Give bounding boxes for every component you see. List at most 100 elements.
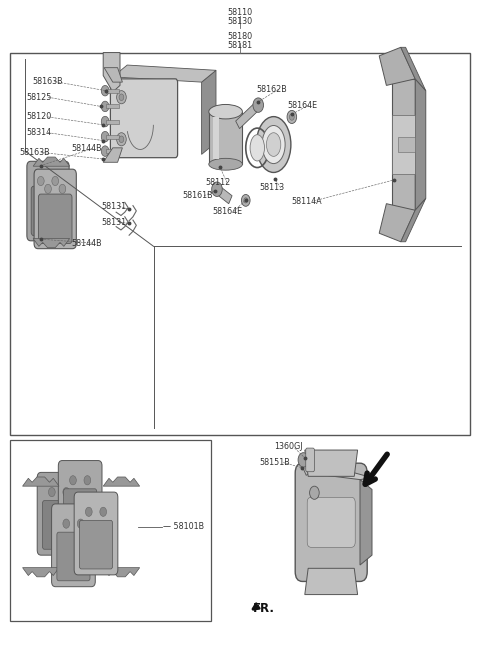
FancyBboxPatch shape [74,492,118,575]
Text: 58110: 58110 [228,8,252,17]
Circle shape [101,116,109,127]
Text: 58164E: 58164E [212,207,242,216]
Circle shape [100,507,107,516]
Circle shape [48,487,55,497]
FancyBboxPatch shape [37,472,81,555]
Circle shape [244,198,248,203]
Circle shape [59,185,66,193]
Bar [213,117,219,159]
Circle shape [117,133,126,146]
FancyBboxPatch shape [27,162,69,241]
FancyBboxPatch shape [43,501,76,549]
Polygon shape [103,477,140,486]
Polygon shape [305,450,358,476]
Circle shape [37,177,44,186]
Polygon shape [392,115,415,174]
Circle shape [310,486,319,499]
Circle shape [287,110,297,124]
Circle shape [70,476,76,485]
Text: 58131: 58131 [102,217,127,227]
Circle shape [63,487,70,497]
Polygon shape [307,461,372,480]
Polygon shape [113,65,216,82]
FancyBboxPatch shape [31,186,65,236]
Polygon shape [33,157,70,166]
Text: 58131: 58131 [102,202,127,211]
Bar [10,53,470,435]
Text: 58164E: 58164E [287,101,317,110]
Bar [106,104,119,108]
FancyBboxPatch shape [79,520,112,569]
Polygon shape [401,47,426,91]
Ellipse shape [209,104,242,119]
Text: 58181: 58181 [228,41,252,50]
Text: 58130: 58130 [228,17,252,26]
Circle shape [101,146,109,156]
Polygon shape [216,185,232,204]
Polygon shape [23,568,59,577]
Circle shape [119,136,124,143]
Text: 58161B: 58161B [182,191,213,200]
Polygon shape [379,204,415,242]
Text: 58151B: 58151B [259,458,290,467]
Polygon shape [103,148,122,162]
Ellipse shape [256,117,291,172]
Polygon shape [23,477,59,486]
Polygon shape [415,79,426,210]
Polygon shape [104,68,122,82]
Ellipse shape [262,125,285,164]
FancyBboxPatch shape [110,79,178,158]
Polygon shape [103,53,120,92]
FancyBboxPatch shape [38,194,72,243]
Circle shape [117,91,126,104]
Text: FR.: FR. [253,602,275,615]
FancyBboxPatch shape [59,461,102,543]
Ellipse shape [250,135,264,161]
FancyBboxPatch shape [307,497,355,547]
FancyBboxPatch shape [295,463,367,581]
Text: 58114A: 58114A [292,196,323,206]
FancyBboxPatch shape [306,448,314,472]
Circle shape [52,177,59,186]
Circle shape [101,101,109,112]
Circle shape [253,98,264,112]
Polygon shape [392,79,415,210]
Polygon shape [360,480,372,565]
FancyBboxPatch shape [63,489,96,537]
Circle shape [101,131,109,142]
Circle shape [101,85,109,96]
Circle shape [45,185,51,193]
Text: 58163B: 58163B [19,148,50,157]
Circle shape [298,453,309,467]
Polygon shape [305,568,358,595]
Text: 58180: 58180 [228,32,252,41]
Text: 58125: 58125 [26,93,52,102]
Polygon shape [202,70,216,154]
Polygon shape [379,47,415,85]
Text: 58120: 58120 [26,112,52,122]
Text: 1360GJ: 1360GJ [275,442,303,451]
Circle shape [85,507,92,516]
Polygon shape [300,457,312,476]
Text: 58314: 58314 [26,128,51,137]
Text: 58144B: 58144B [71,144,102,153]
Text: 58112: 58112 [205,178,231,187]
Ellipse shape [266,133,281,156]
Circle shape [241,194,250,206]
Polygon shape [401,198,426,242]
Text: 58113: 58113 [259,183,284,193]
Text: 58163B: 58163B [33,77,63,86]
Circle shape [289,114,294,120]
Bar [106,149,119,153]
FancyBboxPatch shape [57,532,90,581]
Bar [106,135,119,139]
Polygon shape [398,137,415,152]
Bar [209,112,242,164]
Text: 58162B: 58162B [257,85,288,94]
Bar [10,440,211,621]
Text: — 58101B: — 58101B [163,522,204,532]
Circle shape [84,476,91,485]
Ellipse shape [209,158,242,170]
Circle shape [212,182,222,196]
Polygon shape [33,238,70,248]
